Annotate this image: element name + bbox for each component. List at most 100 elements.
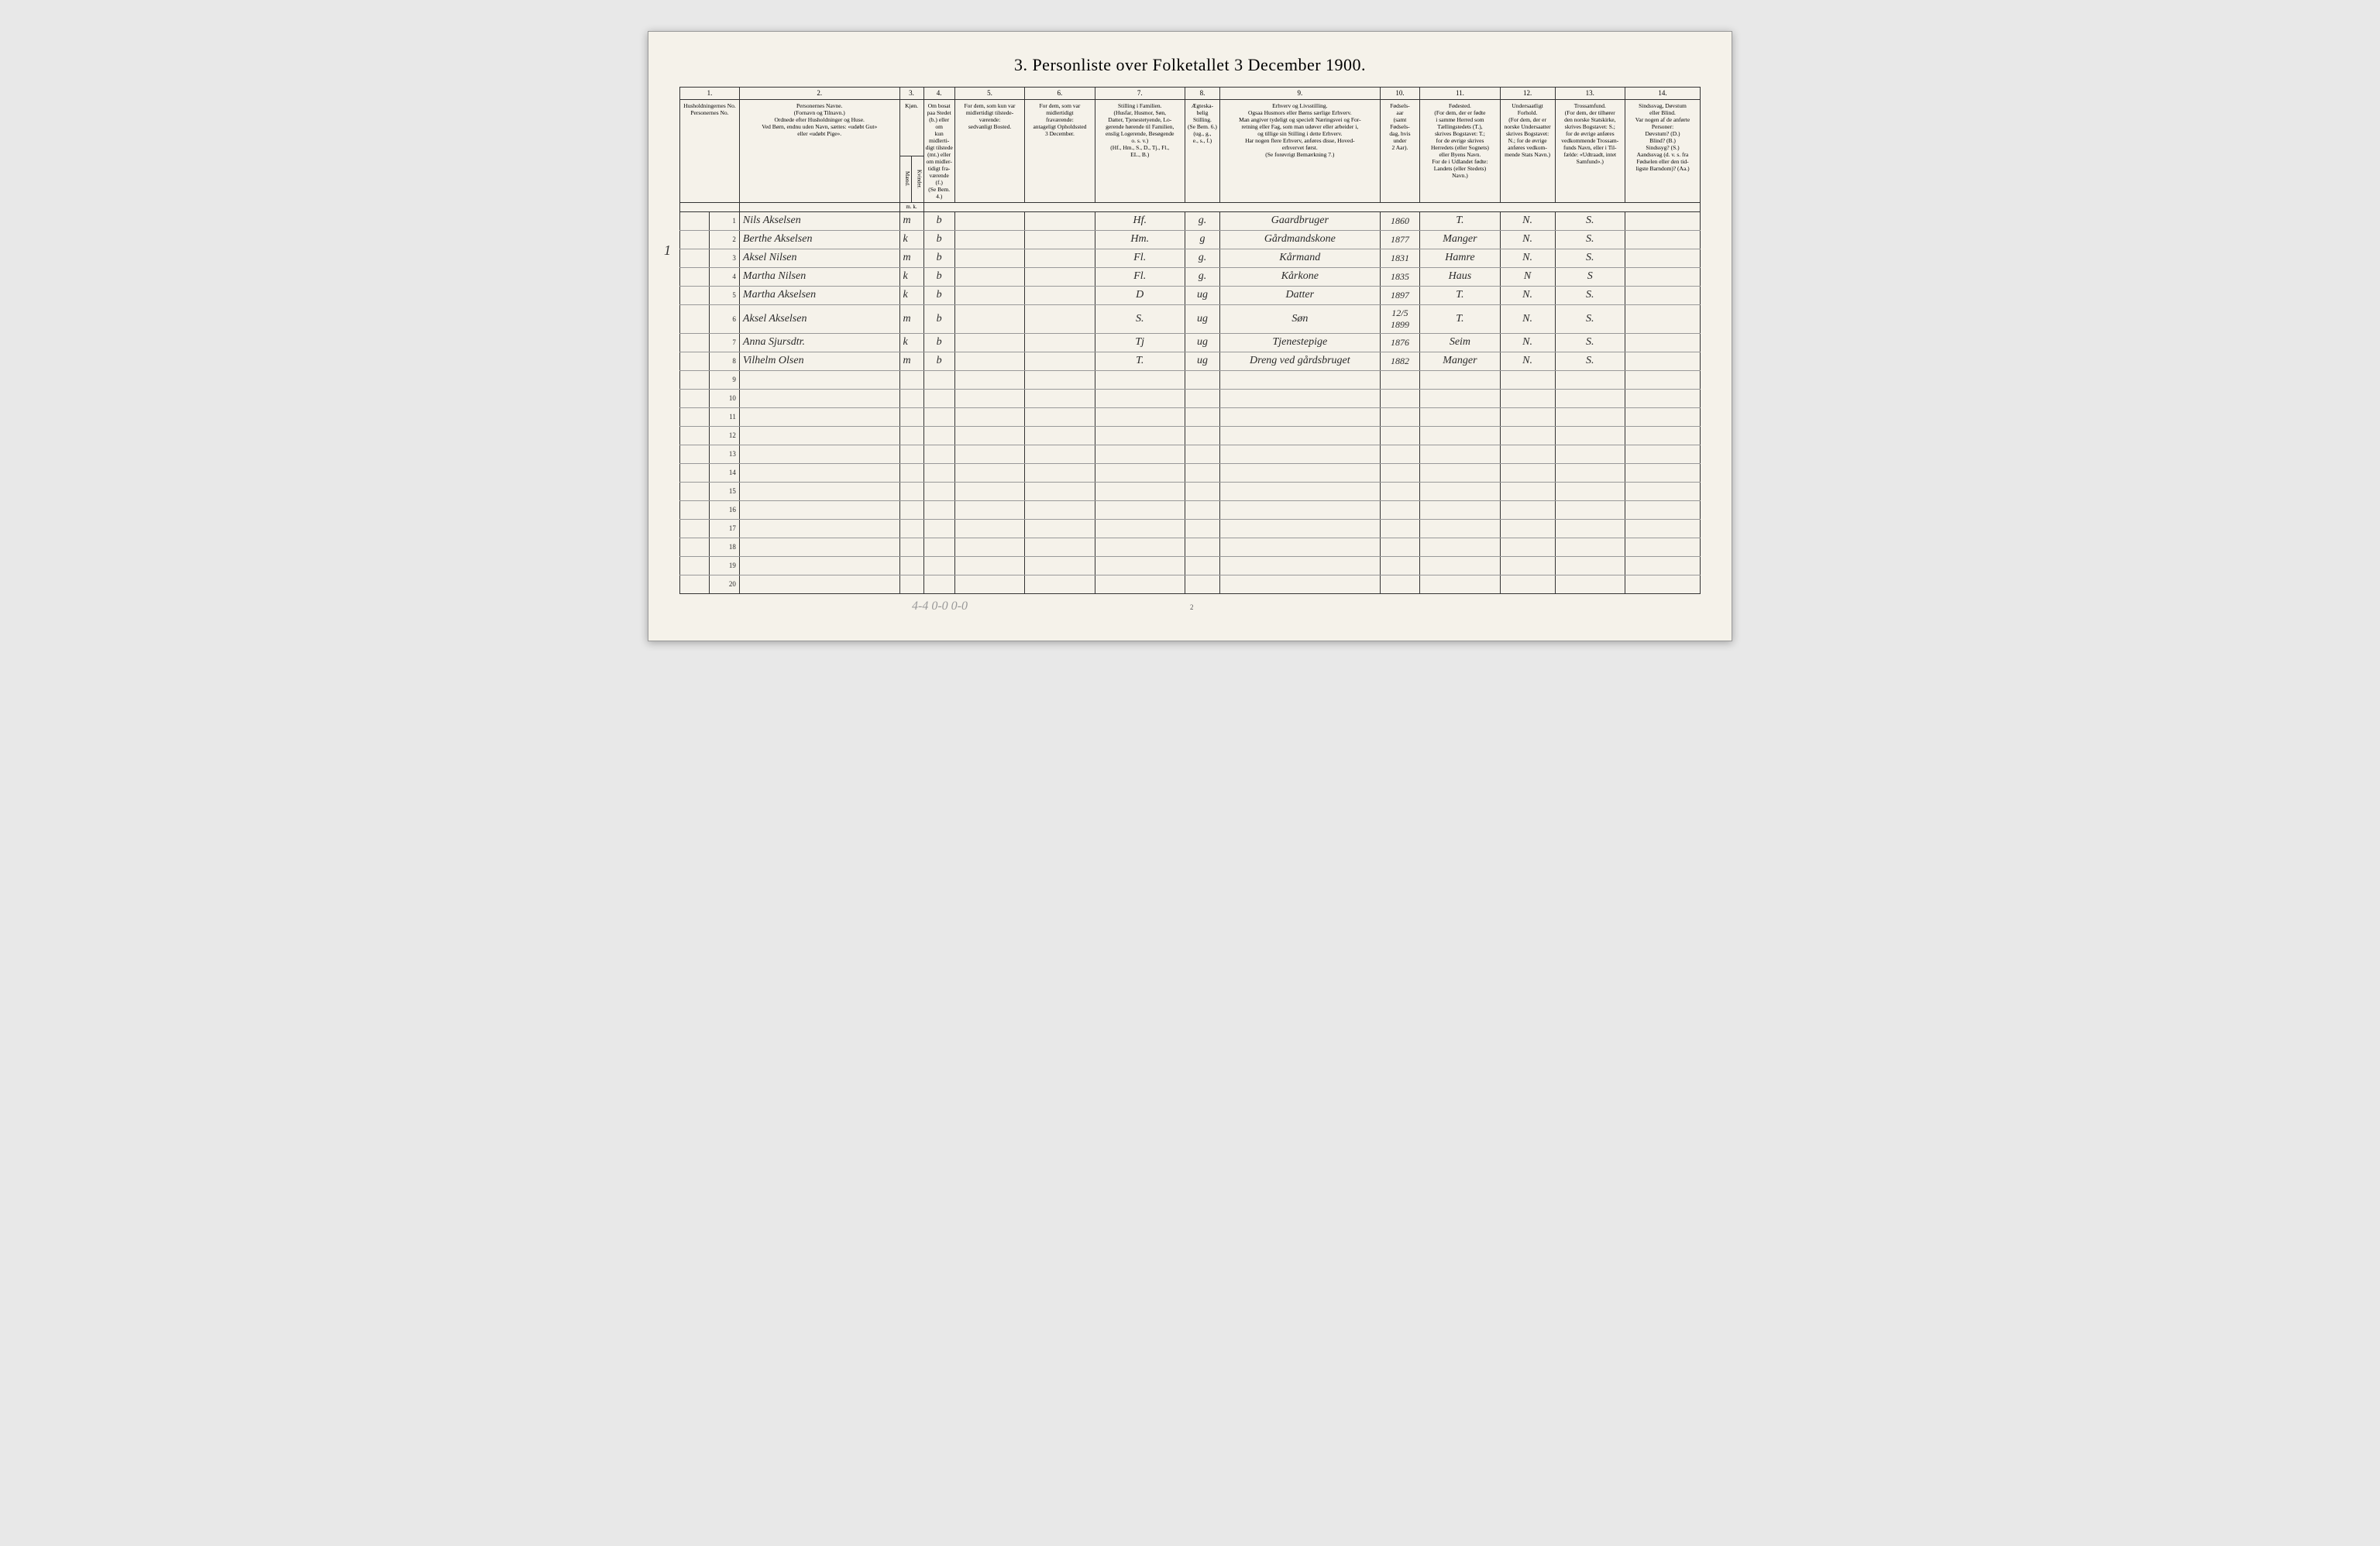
cell-empty <box>739 389 899 407</box>
table-row: 3 Aksel Nilsen m b Fl. g. Kårmand 1831 H… <box>680 249 1701 267</box>
cell-nationality: N. <box>1500 304 1555 333</box>
cell-empty <box>954 389 1024 407</box>
cell-empty <box>923 556 954 575</box>
cell-empty <box>1220 519 1381 538</box>
header-label-row: Husholdningernes No. Personernes No. Per… <box>680 99 1701 156</box>
cell-temp-present <box>954 211 1024 230</box>
cell-empty <box>1380 556 1420 575</box>
cell-empty <box>1095 407 1185 426</box>
pencil-annotation: 4-4 0-0 0-0 <box>912 600 968 613</box>
cell-empty <box>1380 519 1420 538</box>
cell-birthplace: T. <box>1420 211 1500 230</box>
cell-religion: S. <box>1555 304 1625 333</box>
cell-empty <box>923 538 954 556</box>
cell-empty <box>1420 389 1500 407</box>
cell-household <box>680 304 710 333</box>
cell-empty <box>1095 538 1185 556</box>
cell-household <box>680 286 710 304</box>
header-col12: Undersaatligt Forhold. (For dem, der er … <box>1500 99 1555 202</box>
cell-person-num: 1 <box>710 211 739 230</box>
cell-empty <box>1625 445 1700 463</box>
cell-empty <box>1500 445 1555 463</box>
cell-person-num: 13 <box>710 445 739 463</box>
cell-nationality: N. <box>1500 211 1555 230</box>
cell-household <box>680 463 710 482</box>
cell-occupation: Tjenestepige <box>1220 333 1381 352</box>
col-num-11: 11. <box>1420 88 1500 100</box>
cell-sex: m <box>899 211 923 230</box>
cell-nationality: N. <box>1500 230 1555 249</box>
cell-empty <box>1380 370 1420 389</box>
cell-empty <box>1420 575 1500 593</box>
cell-empty <box>1025 538 1095 556</box>
cell-empty <box>1625 500 1700 519</box>
cell-marital: g. <box>1185 211 1219 230</box>
cell-empty <box>1185 426 1219 445</box>
cell-empty <box>1380 426 1420 445</box>
cell-household <box>680 230 710 249</box>
cell-position: Hm. <box>1095 230 1185 249</box>
cell-empty <box>1095 370 1185 389</box>
cell-birth-year: 1831 <box>1380 249 1420 267</box>
cell-marital: ug <box>1185 352 1219 370</box>
table-body: 1 Nils Akselsen m b Hf. g. Gaardbruger 1… <box>680 211 1701 593</box>
cell-empty <box>954 370 1024 389</box>
cell-empty <box>1380 463 1420 482</box>
census-table: 1. 2. 3. 4. 5. 6. 7. 8. 9. 10. 11. 12. 1… <box>679 87 1701 594</box>
cell-empty <box>923 463 954 482</box>
cell-resident: b <box>923 333 954 352</box>
cell-name: Nils Akselsen <box>739 211 899 230</box>
table-row-empty: 10 <box>680 389 1701 407</box>
cell-disability <box>1625 249 1700 267</box>
page-number: 2 <box>1190 603 1194 611</box>
cell-empty <box>923 575 954 593</box>
header-mk: m. k. <box>899 202 923 211</box>
cell-empty <box>1420 482 1500 500</box>
cell-empty <box>954 556 1024 575</box>
cell-empty <box>1500 575 1555 593</box>
col-num-4: 4. <box>923 88 954 100</box>
cell-religion: S. <box>1555 352 1625 370</box>
cell-empty <box>1095 556 1185 575</box>
cell-empty <box>1555 556 1625 575</box>
cell-empty <box>1025 482 1095 500</box>
cell-disability <box>1625 211 1700 230</box>
header-sex-k: Kvinder. <box>912 156 923 202</box>
cell-empty <box>954 519 1024 538</box>
cell-empty <box>1025 519 1095 538</box>
cell-empty <box>1555 389 1625 407</box>
cell-position: T. <box>1095 352 1185 370</box>
table-row: 1 Nils Akselsen m b Hf. g. Gaardbruger 1… <box>680 211 1701 230</box>
cell-empty <box>1220 500 1381 519</box>
cell-person-num: 17 <box>710 519 739 538</box>
cell-nationality: N. <box>1500 249 1555 267</box>
cell-religion: S. <box>1555 211 1625 230</box>
cell-empty <box>899 389 923 407</box>
header-col7: Stilling i Familien. (Husfar, Husmor, Sø… <box>1095 99 1185 202</box>
cell-sex: m <box>899 304 923 333</box>
cell-marital: g <box>1185 230 1219 249</box>
col-num-10: 10. <box>1380 88 1420 100</box>
table-row: 2 Berthe Akselsen k b Hm. g Gårdmandskon… <box>680 230 1701 249</box>
cell-empty <box>1555 519 1625 538</box>
cell-household <box>680 519 710 538</box>
cell-temp-absent <box>1025 267 1095 286</box>
cell-empty <box>1420 556 1500 575</box>
cell-person-num: 8 <box>710 352 739 370</box>
cell-empty <box>1185 445 1219 463</box>
cell-person-num: 16 <box>710 500 739 519</box>
cell-occupation: Gaardbruger <box>1220 211 1381 230</box>
cell-disability <box>1625 230 1700 249</box>
cell-empty <box>1095 389 1185 407</box>
cell-religion: S. <box>1555 230 1625 249</box>
col-num-3: 3. <box>899 88 923 100</box>
table-row-empty: 13 <box>680 445 1701 463</box>
cell-empty <box>1220 370 1381 389</box>
cell-disability <box>1625 286 1700 304</box>
cell-person-num: 9 <box>710 370 739 389</box>
cell-resident: b <box>923 267 954 286</box>
cell-empty <box>899 407 923 426</box>
cell-empty <box>1555 500 1625 519</box>
cell-empty <box>1420 538 1500 556</box>
header-col8: Ægteska- belig Stilling. (Se Bem. 6.) (u… <box>1185 99 1219 202</box>
